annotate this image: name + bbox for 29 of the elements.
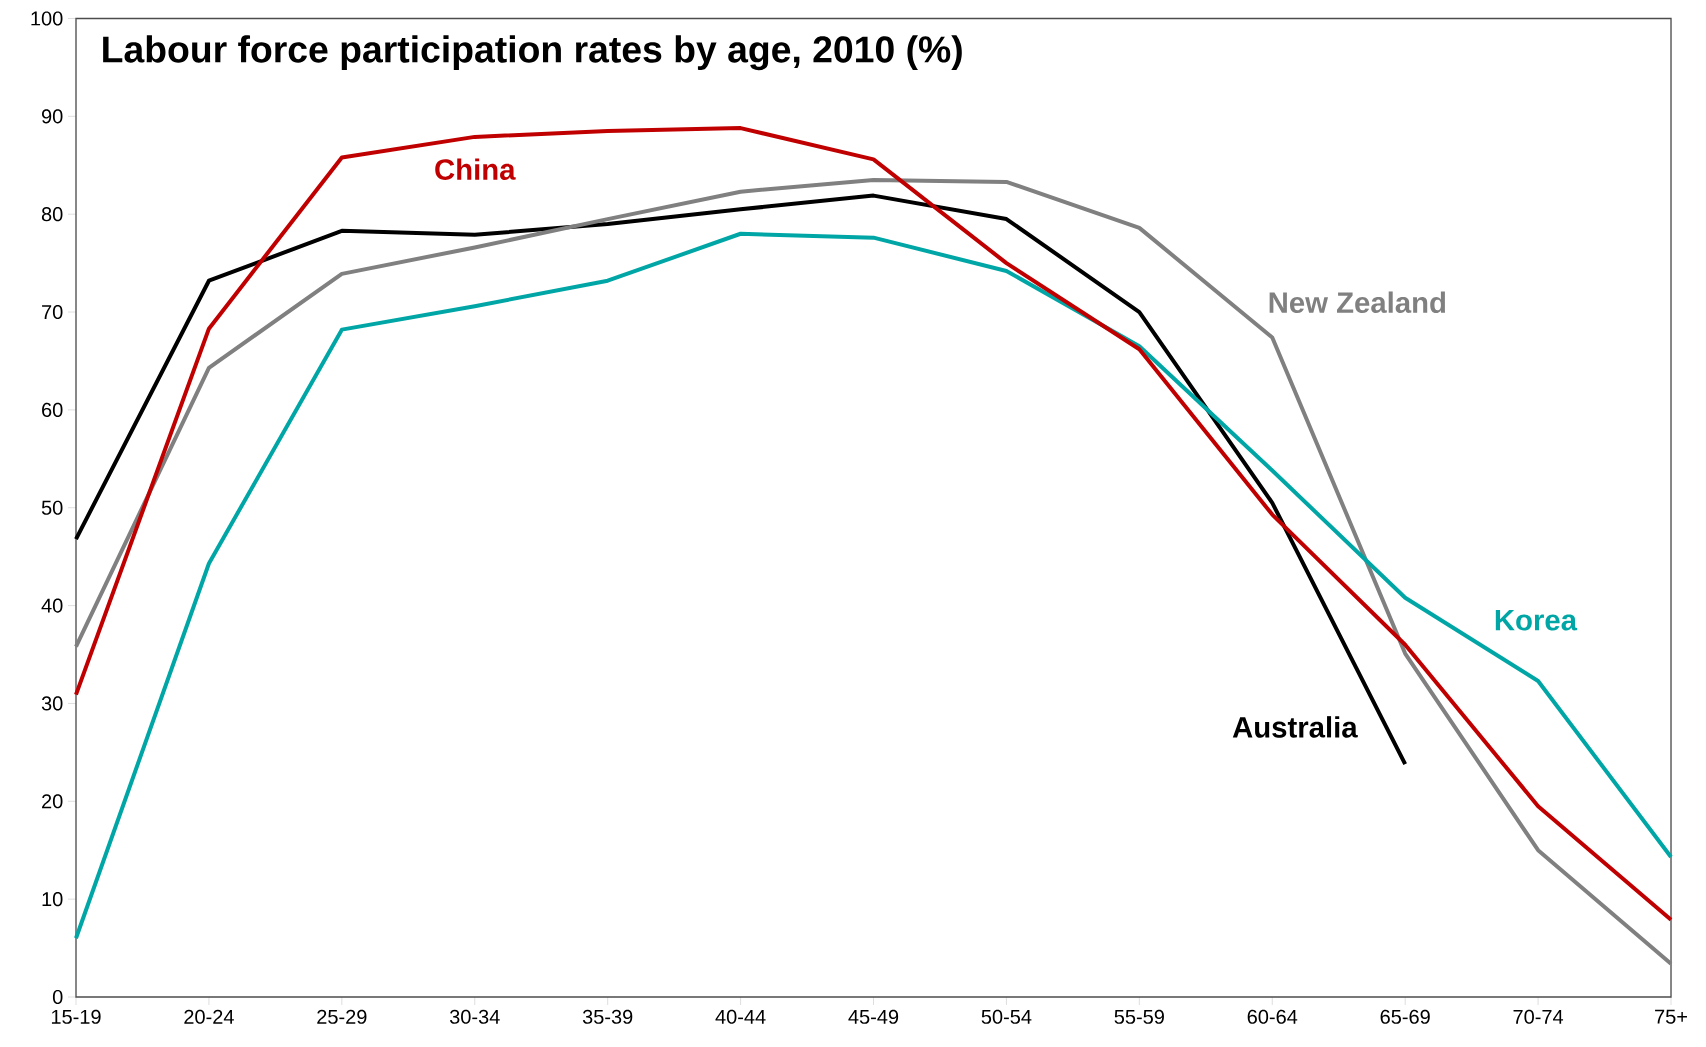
- x-tick-label: 55-59: [1114, 1009, 1164, 1024]
- y-tick-label: 60: [42, 402, 63, 417]
- x-tick-label: 20-24: [184, 1009, 234, 1024]
- x-tick-label: 25-29: [317, 1009, 367, 1024]
- x-tick-label: 70-74: [1513, 1009, 1564, 1024]
- y-tick-label: 90: [41, 109, 63, 124]
- x-tick-label: 65-69: [1380, 1009, 1430, 1024]
- x-tick-label: 40-44: [715, 1009, 766, 1024]
- y-tick-label: 10: [42, 892, 63, 907]
- y-tick-label: 20: [42, 794, 63, 809]
- x-tick-label: 35-39: [582, 1009, 633, 1024]
- x-tick-label: 60-64: [1247, 1009, 1298, 1024]
- chart-title: Labour force participation rates by age, 2010 (%): [103, 35, 962, 71]
- y-tick-label: 40: [41, 598, 63, 613]
- y-tick-label: 0: [52, 989, 63, 1005]
- y-tick-label: 80: [41, 207, 63, 222]
- series-label: New Zealand: [1269, 291, 1446, 314]
- y-tick-label: 50: [41, 500, 63, 515]
- x-tick-label: 75+: [1655, 1009, 1687, 1024]
- y-tick-label: 70: [42, 304, 63, 320]
- y-tick-label: 30: [41, 696, 63, 711]
- series-label: China: [435, 158, 516, 180]
- x-tick-label: 45-49: [848, 1009, 899, 1024]
- x-tick-label: 30-34: [449, 1009, 500, 1024]
- series-label: Australia: [1232, 716, 1358, 738]
- x-tick-label: 50-54: [981, 1009, 1032, 1024]
- y-tick-label: 100: [31, 11, 63, 26]
- x-tick-label: 15-19: [51, 1009, 101, 1024]
- series-label: Korea: [1495, 610, 1578, 631]
